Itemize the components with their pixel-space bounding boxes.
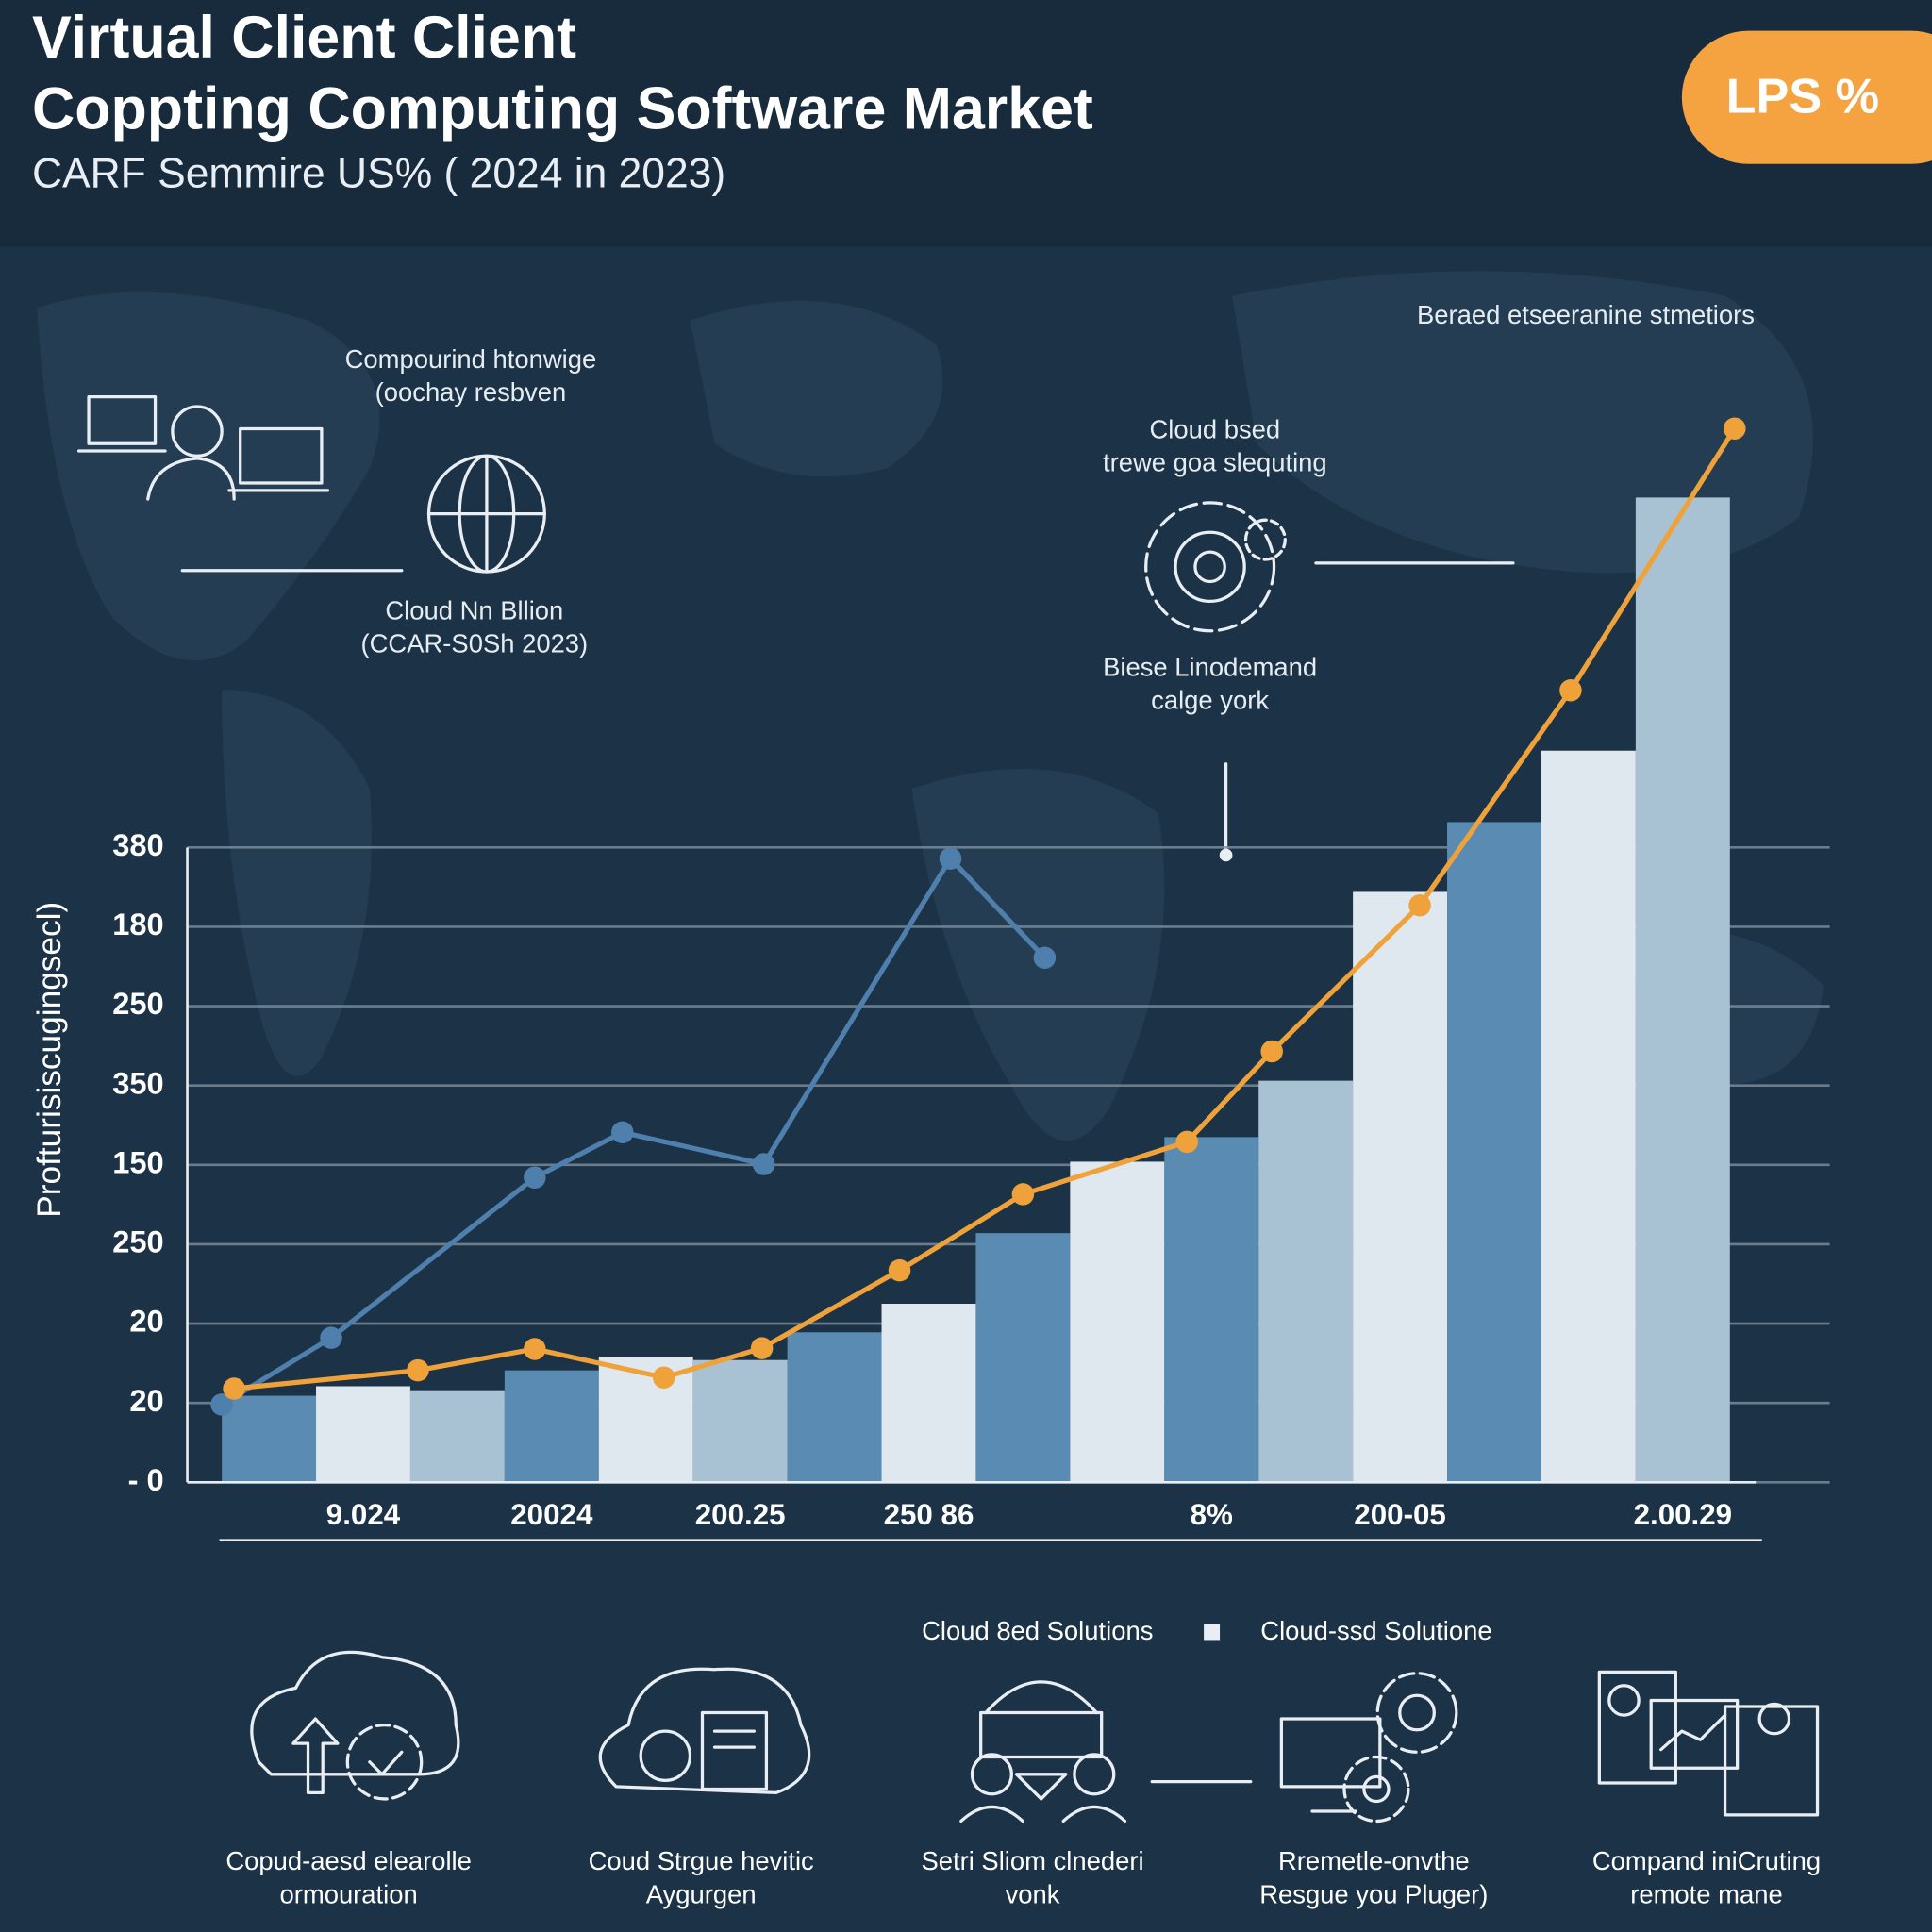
feature-caption: Resgue you Pluger) xyxy=(1259,1879,1488,1908)
feature-caption: Aygurgen xyxy=(646,1879,757,1908)
title-line: Coppting Computing Software Market xyxy=(32,76,1093,142)
y-tick-label: 250 xyxy=(112,1224,163,1259)
y-tick-label: 350 xyxy=(112,1065,163,1100)
annotation: (CCAR-S0Sh 2023) xyxy=(361,629,589,658)
annotation: Biese Linodemand xyxy=(1103,652,1317,681)
bar xyxy=(692,1359,788,1483)
line-point xyxy=(752,1153,775,1175)
annotation: trewe goa slequting xyxy=(1103,448,1327,477)
y-tick-label: 180 xyxy=(112,907,163,941)
bar xyxy=(975,1233,1071,1483)
y-tick-label: 20 xyxy=(129,1304,163,1339)
bar xyxy=(787,1332,882,1483)
line-point xyxy=(407,1358,429,1382)
feature-caption: Copud-aesd elearolle xyxy=(225,1846,472,1875)
x-tick-label: 250 86 xyxy=(884,1498,974,1531)
y-axis-label: Profturisiscugingsecl) xyxy=(31,902,68,1218)
bar xyxy=(1635,497,1730,1483)
bar xyxy=(409,1390,505,1483)
bar xyxy=(1541,750,1636,1483)
x-tick-label: 200.25 xyxy=(695,1498,786,1531)
line-point xyxy=(1408,893,1431,917)
line-point xyxy=(210,1393,233,1416)
y-tick-label: 250 xyxy=(112,986,163,1021)
line-point xyxy=(524,1166,546,1190)
y-tick-label: 20 xyxy=(129,1383,163,1418)
feature-caption: ormouration xyxy=(280,1879,418,1908)
line-point xyxy=(1175,1130,1199,1154)
badge-text: LPS % xyxy=(1726,70,1880,125)
annotation: Cloud Nn Bllion xyxy=(385,595,563,625)
bar xyxy=(1258,1080,1354,1483)
annotation: Compourind htonwige xyxy=(345,344,597,374)
line-point xyxy=(1724,417,1746,440)
feature-icons xyxy=(250,1650,1820,1824)
annotation: Cloud bsed xyxy=(1150,414,1281,443)
badge xyxy=(1681,30,1932,164)
legend-label: Cloud-ssd Solutione xyxy=(1260,1616,1491,1645)
line-point xyxy=(1011,1183,1035,1206)
line-point xyxy=(888,1258,911,1282)
legend-swatch xyxy=(1204,1624,1221,1641)
bar xyxy=(1353,891,1448,1483)
y-tick-label: 380 xyxy=(112,827,163,862)
title-line: Virtual Client Client xyxy=(32,5,576,71)
x-tick-label: 20024 xyxy=(510,1498,593,1531)
header-band xyxy=(0,0,1932,247)
bar xyxy=(1164,1137,1259,1483)
line-point xyxy=(652,1366,675,1389)
gear-icon xyxy=(1144,501,1515,862)
feature-caption: Rremetle-onvthe xyxy=(1278,1846,1470,1875)
line-point xyxy=(1260,1040,1283,1063)
feature-caption: Setri Sliom clnederi xyxy=(921,1846,1143,1875)
feature-caption: vonk xyxy=(1006,1879,1060,1908)
annotation: (oochay resbven xyxy=(375,377,567,407)
y-tick-label: 150 xyxy=(112,1144,163,1179)
legend-label: Cloud 8ed Solutions xyxy=(922,1616,1153,1645)
subtitle: CARF Semmire US% ( 2024 in 2023) xyxy=(32,151,725,197)
line-point xyxy=(1033,946,1057,970)
line-point xyxy=(750,1337,774,1359)
line-point xyxy=(611,1121,634,1144)
feature-caption: remote mane xyxy=(1630,1879,1782,1908)
bar xyxy=(881,1304,976,1483)
line-point xyxy=(524,1338,546,1360)
x-tick-label: 9.024 xyxy=(326,1498,401,1531)
line-point xyxy=(320,1326,342,1349)
y-tick-label: - 0 xyxy=(128,1462,164,1497)
bar xyxy=(222,1395,317,1483)
bar xyxy=(1070,1161,1165,1483)
line-point xyxy=(939,847,962,870)
globe-icon xyxy=(426,454,546,574)
bar xyxy=(504,1370,599,1483)
x-tick-label: 8% xyxy=(1191,1498,1233,1531)
annotation: calge york xyxy=(1151,686,1269,715)
feature-caption: Coud Strgue hevitic xyxy=(589,1846,814,1875)
x-tick-label: 2.00.29 xyxy=(1634,1498,1733,1531)
annotation: Beraed etseeranine stmetiors xyxy=(1417,300,1755,329)
line-point xyxy=(1559,679,1582,702)
line-series xyxy=(233,426,1738,1391)
laptop-icons xyxy=(76,394,404,573)
feature-caption: Compand iniCruting xyxy=(1592,1846,1821,1875)
x-tick-label: 200-05 xyxy=(1354,1498,1446,1531)
line-point xyxy=(223,1377,245,1400)
bar xyxy=(1447,822,1541,1483)
bar xyxy=(598,1357,693,1483)
bar xyxy=(316,1386,410,1483)
